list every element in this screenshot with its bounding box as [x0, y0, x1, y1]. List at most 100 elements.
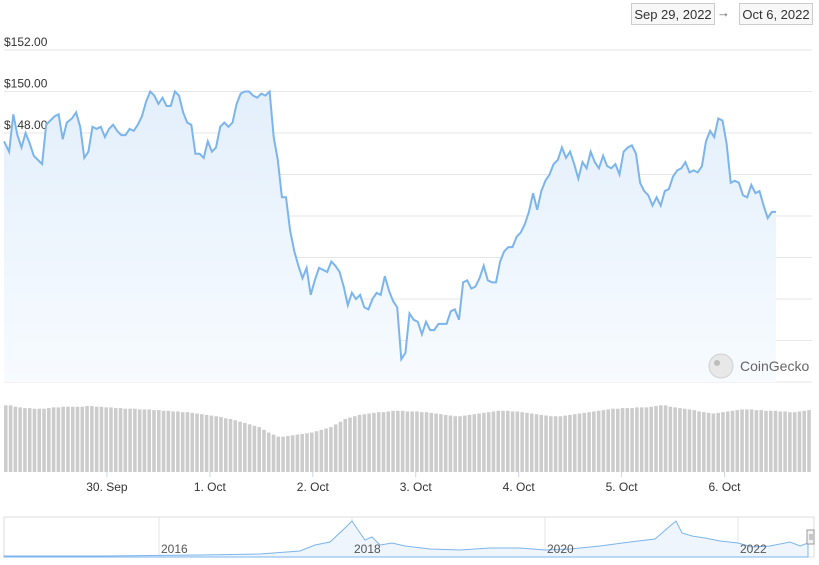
volume-bar: [582, 412, 587, 472]
volume-bar: [329, 427, 333, 472]
volume-bar: [678, 408, 682, 472]
volume-bar: [768, 410, 773, 472]
volume-bar: [305, 433, 309, 472]
volume-bar: [252, 425, 257, 472]
volume-bar: [147, 409, 152, 472]
volume-bar: [419, 412, 424, 472]
x-tick-label: 2. Oct: [297, 480, 330, 494]
volume-bar: [692, 410, 697, 472]
volume-bar: [161, 410, 166, 472]
navigator-label-2016: 2016: [161, 542, 188, 556]
volume-bar: [611, 408, 615, 472]
volume-bar: [290, 435, 295, 472]
volume-bar: [730, 410, 735, 472]
volume-bar: [596, 410, 601, 472]
volume-bar: [539, 414, 544, 472]
volume-bar: [439, 414, 443, 472]
volume-bar: [156, 410, 161, 472]
volume-bar: [286, 435, 290, 472]
volume-bar: [300, 433, 305, 472]
volume-bar: [75, 406, 80, 472]
volume-bar: [510, 411, 515, 472]
volume-bar: [443, 414, 448, 472]
volume-bar: [429, 412, 434, 472]
volume-bar: [195, 413, 199, 472]
volume-bar: [204, 414, 209, 472]
volume-bar: [400, 410, 405, 472]
volume-bar: [491, 411, 496, 472]
volume-bar: [219, 416, 223, 472]
volume-bar: [472, 414, 477, 472]
volume-bar: [276, 436, 281, 472]
volume-bar: [682, 408, 687, 472]
volume-bar: [4, 405, 8, 472]
volume-bar: [180, 412, 185, 472]
volume-bar: [348, 417, 352, 472]
volume-bar: [654, 406, 658, 472]
volume-bar: [716, 412, 720, 472]
volume-bar: [558, 416, 563, 472]
volume-bar: [166, 410, 171, 472]
volume-bar: [362, 414, 367, 472]
volume-bar: [94, 406, 99, 472]
volume-bar: [66, 406, 70, 472]
volume-bar: [520, 412, 524, 472]
volume-bar: [639, 407, 644, 472]
price-line: [3, 89, 776, 363]
volume-bar: [553, 416, 558, 472]
volume-bar: [123, 408, 128, 472]
volume-bar: [601, 410, 606, 472]
volume-bar: [467, 414, 472, 472]
volume-bar: [453, 416, 457, 472]
volume-bar: [773, 410, 778, 472]
volume-bar: [109, 407, 113, 472]
x-tick-label: 6. Oct: [709, 480, 742, 494]
volume-bar: [778, 411, 783, 472]
volume-bar: [534, 414, 539, 472]
volume-bar: [797, 411, 802, 472]
volume-bar: [673, 407, 677, 472]
navigator[interactable]: 2016 2018 2020 2022: [3, 516, 815, 558]
volume-bar: [486, 412, 491, 472]
volume-bar: [792, 412, 797, 472]
volume-bar: [37, 408, 42, 472]
volume-bar: [529, 413, 534, 472]
volume-bar: [42, 408, 46, 472]
x-tick-label: 4. Oct: [503, 480, 536, 494]
volume-bar: [711, 413, 716, 472]
volume-bar: [448, 415, 453, 472]
volume-bar: [238, 421, 242, 472]
volume-bar: [802, 410, 807, 472]
volume-bar: [152, 410, 156, 472]
volume-bar: [8, 405, 13, 472]
volume-bar: [338, 421, 343, 472]
volume-bar: [630, 408, 634, 472]
volume-bar: [23, 408, 27, 472]
volume-bar: [18, 407, 22, 472]
volume-bar: [462, 415, 467, 472]
volume-bar: [233, 420, 238, 472]
volume-bar: [434, 413, 438, 472]
volume-bar: [544, 415, 548, 472]
watermark-text: CoinGecko: [740, 358, 809, 374]
volume-bar: [133, 408, 137, 472]
volume-bar: [333, 424, 338, 472]
volume-bar: [735, 410, 740, 472]
volume-bar: [663, 405, 668, 472]
volume-bar: [228, 418, 233, 472]
volume-bar: [706, 412, 711, 472]
volume-bar: [415, 411, 419, 472]
volume-bar: [200, 414, 204, 472]
volume-bar: [104, 407, 108, 472]
volume-bar: [271, 434, 276, 472]
x-tick-label: 1. Oct: [194, 480, 227, 494]
volume-bar: [243, 423, 247, 472]
volume-bar: [171, 411, 175, 472]
volume-bar: [247, 424, 252, 472]
volume-bar: [142, 409, 147, 472]
navigator-series: [3, 520, 809, 558]
range-to-input[interactable]: Oct 6, 2022: [739, 3, 813, 25]
volume-bar: [80, 406, 85, 472]
range-from-input[interactable]: Sep 29, 2022: [631, 3, 715, 25]
